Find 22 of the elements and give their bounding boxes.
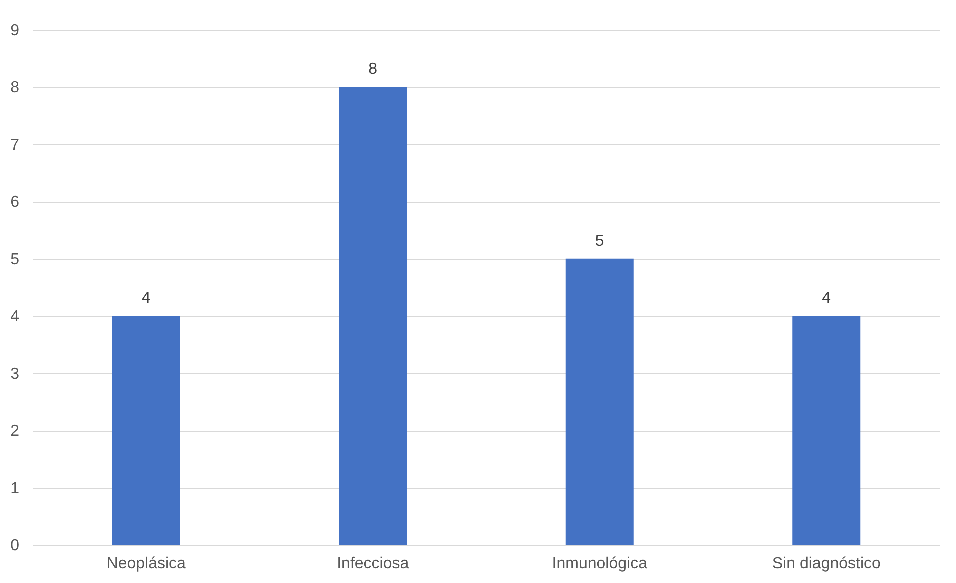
data-label: 4 [822,290,832,308]
bar [339,87,408,545]
data-label: 8 [368,61,378,78]
y-tick-label: 1 [10,480,20,498]
y-tick-label: 3 [10,366,20,383]
data-label: 5 [595,232,604,250]
bar [112,316,180,545]
y-tick-label: 8 [10,80,20,97]
x-tick-label: Neoplásica [106,556,186,572]
data-label: 4 [142,290,151,308]
y-tick-label: 9 [10,22,20,40]
y-tick-label: 4 [10,308,20,326]
y-tick-label: 6 [10,194,20,212]
y-tick-label: 2 [10,423,20,440]
y-tick-label: 0 [10,538,20,554]
x-tick-label: Sin diagnóstico [772,556,881,572]
y-tick-label: 5 [10,251,20,268]
x-tick-label: Inmunológica [552,556,648,572]
y-tick-label: 7 [10,136,20,154]
bar [566,258,634,545]
x-tick-label: Infecciosa [337,556,410,572]
bar [792,316,861,545]
